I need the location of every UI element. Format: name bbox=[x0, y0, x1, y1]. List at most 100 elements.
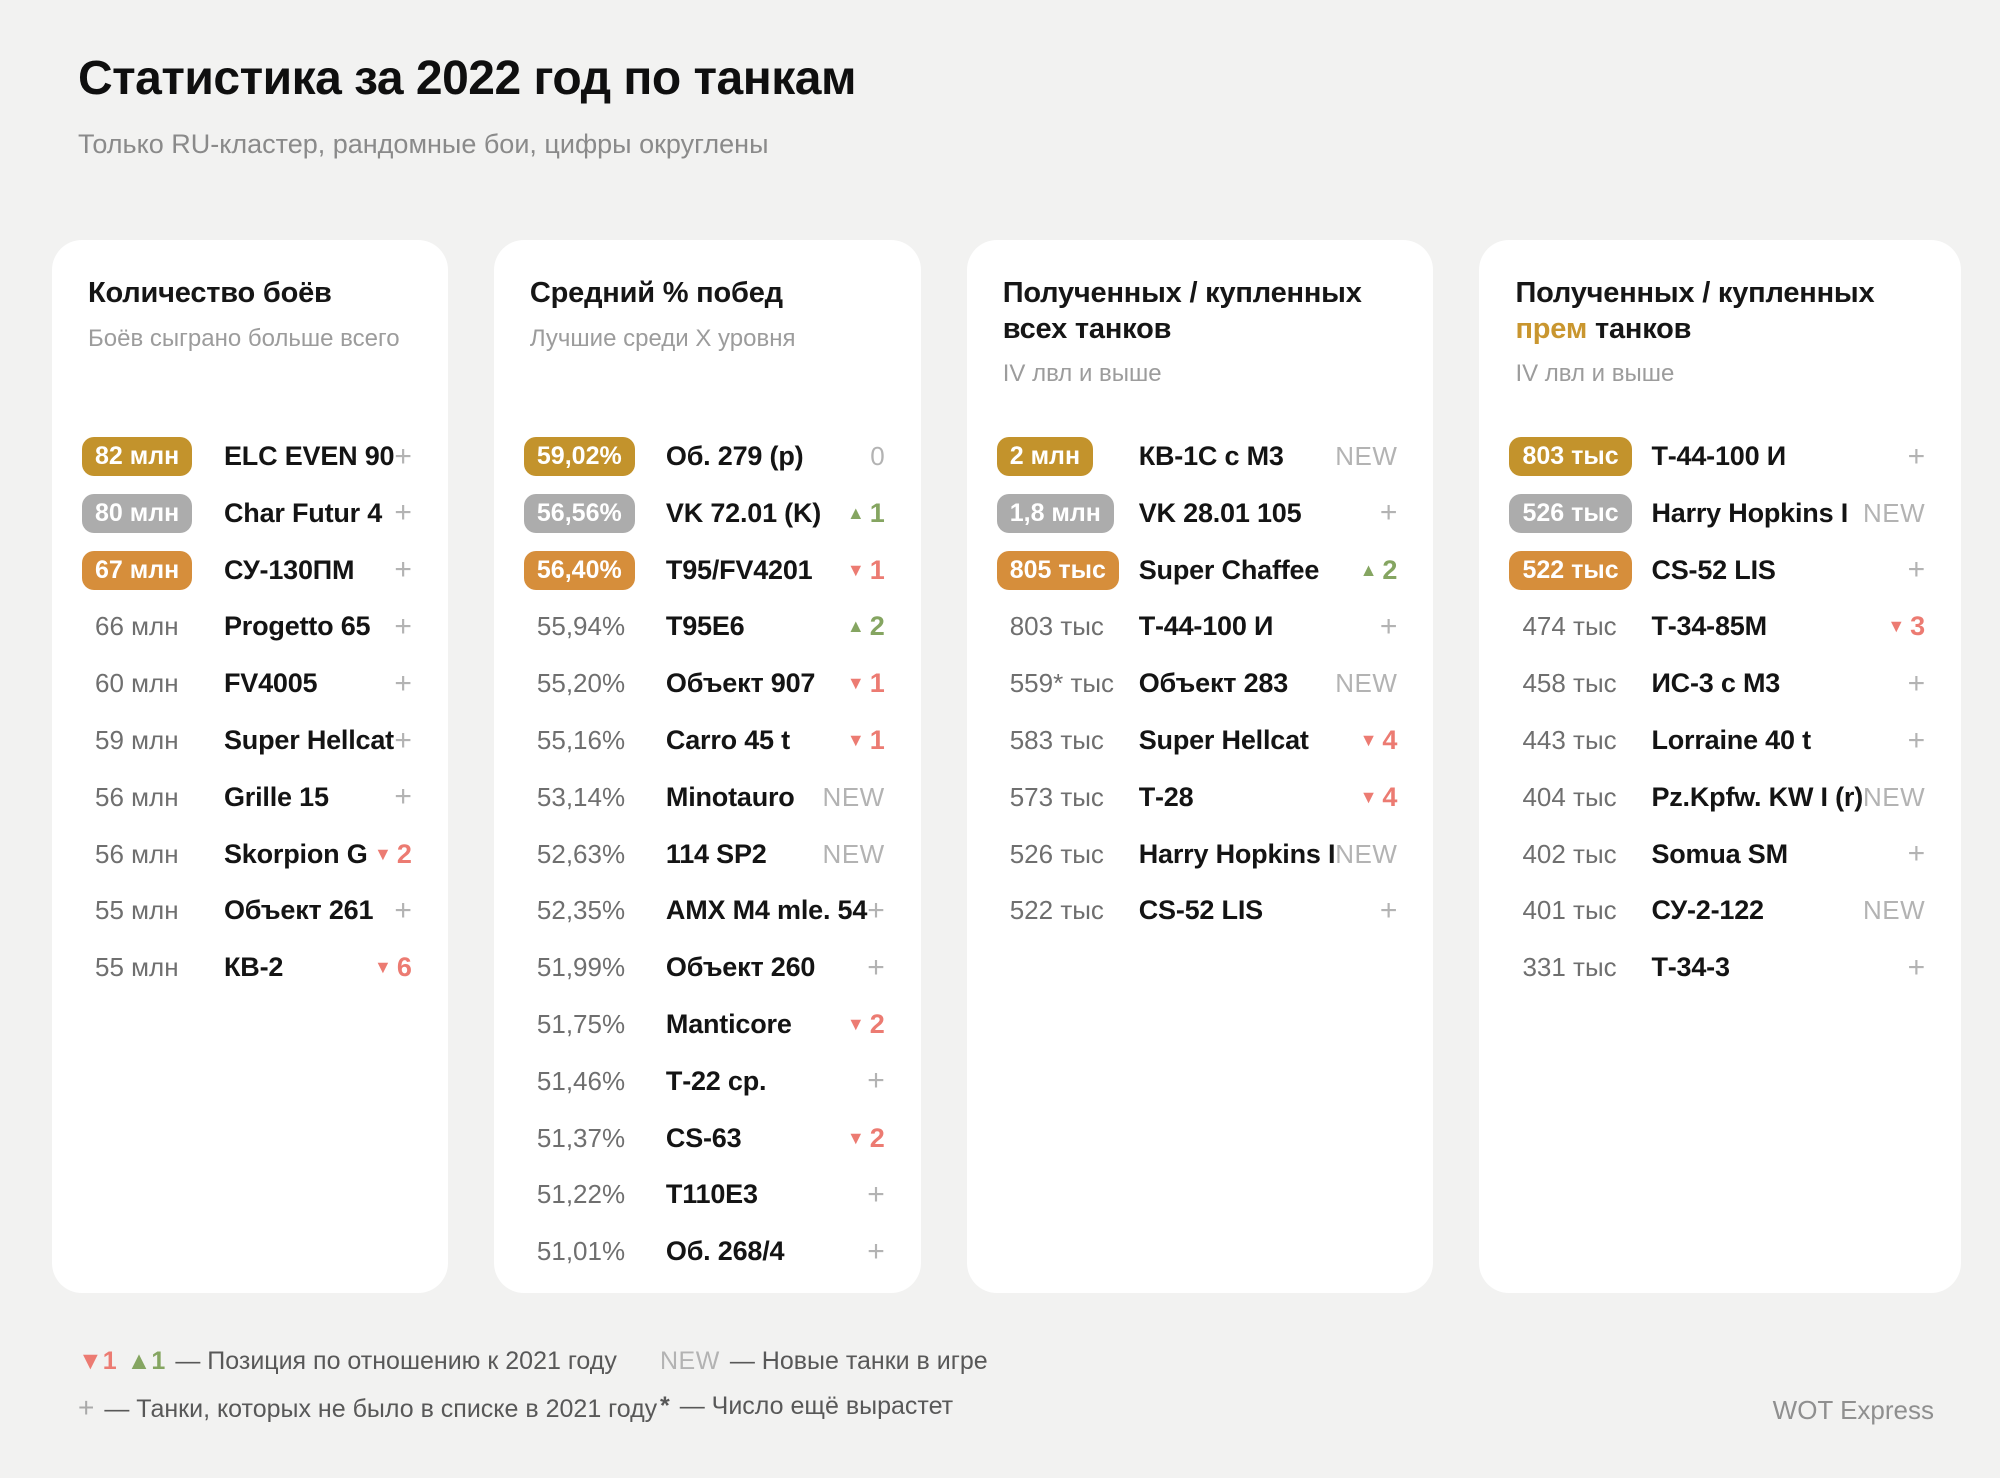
plus-icon: + bbox=[867, 1177, 885, 1211]
row-name: T95/FV4201 bbox=[665, 554, 813, 585]
row-indicator: ▼ 2 bbox=[847, 1009, 891, 1040]
row-value: 52,35% bbox=[536, 895, 626, 926]
list-item: 443 тыс Lorraine 40 t + bbox=[1509, 712, 1931, 769]
list-item: 52,63% 114 SP2 NEW bbox=[524, 826, 891, 883]
row-name: Carro 45 t bbox=[665, 725, 790, 756]
list-item: 805 тыс Super Chaffee ▲ 2 bbox=[996, 542, 1404, 599]
rank-delta: 1 bbox=[869, 497, 885, 528]
value-cell: 51,37% bbox=[524, 1123, 652, 1154]
row-name: СУ-2-122 bbox=[1651, 895, 1764, 926]
row-value: 66 млн bbox=[95, 611, 179, 642]
list-item: 458 тыс ИС-3 с М3 + bbox=[1509, 655, 1931, 712]
value-cell: 59 млн bbox=[82, 725, 210, 756]
value-cell: 583 тыс bbox=[997, 725, 1125, 756]
list-item: 583 тыс Super Hellcat ▼ 4 bbox=[997, 712, 1404, 769]
rank-up-icon: ▲ bbox=[1359, 559, 1378, 580]
row-value: 559* тыс bbox=[1009, 668, 1115, 699]
list-item: 51,01% Об. 268/4 + bbox=[524, 1223, 891, 1280]
zero-indicator: 0 bbox=[870, 441, 885, 472]
value-cell: 80 млн bbox=[82, 493, 210, 533]
row-indicator: ▲ 2 bbox=[847, 611, 891, 642]
row-name: T95E6 bbox=[665, 611, 745, 642]
legend-item: + — Танки, которых не было в списке в 202… bbox=[78, 1390, 660, 1426]
row-indicator: ▼ 2 bbox=[847, 1123, 891, 1154]
value-cell: 55 млн bbox=[82, 952, 210, 983]
rank-up-icon: ▲ bbox=[846, 502, 865, 523]
rank-badge: 1,8 млн bbox=[996, 493, 1114, 533]
list-item: 80 млн Char Futur 4 + bbox=[82, 485, 418, 542]
legend-item: ▼1 ▲1 — Позиция по отношению к 2021 году bbox=[78, 1345, 660, 1377]
card-list: 59,02% Об. 279 (р) 0 56,56% VK 72.01 (K)… bbox=[523, 428, 891, 1280]
row-name: Об. 279 (р) bbox=[665, 441, 804, 472]
card-list: 2 млн КВ-1С с М3 NEW 1,8 млн VK 28.01 10… bbox=[996, 428, 1404, 939]
list-item: 526 тыс Harry Hopkins I NEW bbox=[997, 826, 1404, 883]
row-value: 404 тыс bbox=[1522, 781, 1617, 812]
list-item: 474 тыс Т-34-85М ▼ 3 bbox=[1509, 599, 1931, 656]
list-item: 331 тыс Т-34-3 + bbox=[1509, 939, 1931, 996]
rank-badge: 522 тыс bbox=[1509, 550, 1632, 590]
rank-badge: 56,56% bbox=[523, 493, 635, 533]
list-item: 2 млн КВ-1С с М3 NEW bbox=[996, 428, 1404, 485]
value-cell: 82 млн bbox=[82, 437, 210, 477]
rank-down-icon: ▼ bbox=[846, 730, 865, 751]
stat-card: Полученных / купленных всех танков IV лв… bbox=[966, 240, 1434, 1294]
value-cell: 52,63% bbox=[524, 839, 652, 870]
new-badge: NEW bbox=[1863, 895, 1926, 926]
row-name: VK 28.01 105 bbox=[1138, 497, 1302, 528]
list-item: 56 млн Skorpion G ▼ 2 bbox=[82, 826, 418, 883]
list-item: 59,02% Об. 279 (р) 0 bbox=[523, 428, 891, 485]
plus-icon: + bbox=[1907, 553, 1926, 587]
cards: Количество боёв Боёв сыграно больше всег… bbox=[52, 240, 1962, 1294]
list-item: 51,46% Т-22 ср. + bbox=[524, 1053, 891, 1110]
page-title: Статистика за 2022 год по танкам bbox=[78, 52, 856, 105]
row-name: CS-52 LIS bbox=[1138, 895, 1263, 926]
row-name: Char Futur 4 bbox=[224, 497, 383, 528]
row-name: Grille 15 bbox=[224, 781, 329, 812]
list-item: 51,37% CS-63 ▼ 2 bbox=[524, 1110, 891, 1167]
card-list: 82 млн ELC EVEN 90 + 80 млн Char Futur 4… bbox=[82, 428, 418, 996]
plus-icon: + bbox=[1379, 609, 1398, 643]
list-item: 51,99% Объект 260 + bbox=[524, 939, 891, 996]
row-value: 51,37% bbox=[536, 1122, 626, 1153]
card-subtitle: Боёв сыграно больше всего bbox=[88, 324, 400, 352]
new-badge: NEW bbox=[1335, 838, 1398, 869]
row-name: Т-44-100 И bbox=[1651, 441, 1786, 472]
legend-col-2: NEW — Новые танки в игре * — Число ещё выра… bbox=[660, 1345, 988, 1422]
plus-icon: + bbox=[1907, 666, 1926, 700]
row-name: Skorpion G bbox=[224, 838, 368, 869]
new-badge: NEW bbox=[822, 781, 885, 812]
row-value: 52,63% bbox=[536, 838, 626, 869]
plus-icon: + bbox=[867, 950, 885, 984]
row-value: 55 млн bbox=[95, 952, 179, 983]
row-value: 522 тыс bbox=[1009, 895, 1104, 926]
list-item: 51,75% Manticore ▼ 2 bbox=[524, 996, 891, 1053]
rank-delta: 1 bbox=[869, 725, 885, 756]
rank-down-icon: ▼ bbox=[1887, 616, 1906, 637]
rank-down-icon: ▼ bbox=[374, 843, 392, 864]
value-cell: 55,94% bbox=[524, 611, 652, 642]
rank-badge: 805 тыс bbox=[996, 550, 1119, 590]
row-indicator: ▲ 1 bbox=[847, 498, 891, 529]
row-value: 526 тыс bbox=[1009, 838, 1104, 869]
row-value: 51,46% bbox=[536, 1065, 626, 1096]
rank-delta: 1 bbox=[869, 554, 885, 585]
plus-icon: + bbox=[394, 496, 412, 530]
plus-icon: + bbox=[394, 893, 412, 927]
legend-text: — Число ещё вырастет bbox=[679, 1392, 954, 1421]
new-badge: NEW bbox=[822, 838, 885, 869]
legend-item: NEW — Новые танки в игре bbox=[660, 1345, 988, 1377]
card-subtitle: Лучшие среди X уровня bbox=[529, 324, 796, 352]
stat-card: Количество боёв Боёв сыграно больше всег… bbox=[52, 240, 448, 1294]
list-item: 55,94% T95E6 ▲ 2 bbox=[524, 599, 891, 656]
row-name: CS-63 bbox=[665, 1122, 742, 1153]
row-name: Объект 260 bbox=[665, 952, 816, 983]
value-cell: 526 тыс bbox=[1509, 493, 1637, 533]
rank-down-icon: ▼ bbox=[846, 1014, 865, 1034]
row-name: Progetto 65 bbox=[224, 611, 371, 642]
rank-up-icon: ▲ bbox=[846, 616, 865, 637]
row-name: FV4005 bbox=[224, 668, 318, 699]
card-header: Количество боёв Боёв сыграно больше всег… bbox=[82, 276, 418, 428]
list-item: 82 млн ELC EVEN 90 + bbox=[82, 428, 418, 485]
value-cell: 55,16% bbox=[524, 725, 652, 756]
value-cell: 51,99% bbox=[524, 952, 652, 983]
